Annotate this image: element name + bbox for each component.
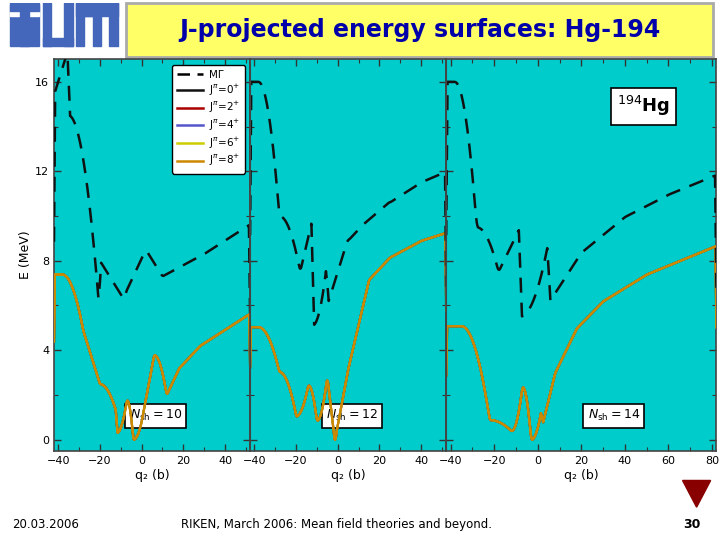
X-axis label: q₂ (b): q₂ (b) — [564, 469, 598, 482]
Text: $N_{\rm sh}=12$: $N_{\rm sh}=12$ — [326, 408, 378, 423]
Polygon shape — [683, 481, 711, 507]
Text: 30: 30 — [683, 518, 701, 531]
X-axis label: q₂ (b): q₂ (b) — [135, 469, 169, 482]
FancyBboxPatch shape — [126, 3, 713, 57]
Text: $^{194}$Hg: $^{194}$Hg — [617, 94, 670, 118]
Text: $N_{\rm sh}=14$: $N_{\rm sh}=14$ — [588, 408, 640, 423]
Text: J-projected energy surfaces: Hg-194: J-projected energy surfaces: Hg-194 — [179, 18, 660, 42]
FancyBboxPatch shape — [9, 5, 40, 16]
FancyBboxPatch shape — [9, 5, 40, 46]
Legend: МГ, J$^{\pi}$=0$^{+}$, J$^{\pi}$=2$^{+}$, J$^{\pi}$=4$^{+}$, J$^{\pi}$=6$^{+}$, : МГ, J$^{\pi}$=0$^{+}$, J$^{\pi}$=2$^{+}$… — [172, 65, 245, 173]
Text: 20.03.2006: 20.03.2006 — [12, 518, 79, 531]
Text: RIKEN, March 2006: Mean field theories and beyond.: RIKEN, March 2006: Mean field theories a… — [181, 518, 492, 531]
Y-axis label: E (MeV): E (MeV) — [19, 231, 32, 280]
Text: $N_{\rm sh}=10$: $N_{\rm sh}=10$ — [130, 408, 182, 423]
X-axis label: q₂ (b): q₂ (b) — [331, 469, 366, 482]
